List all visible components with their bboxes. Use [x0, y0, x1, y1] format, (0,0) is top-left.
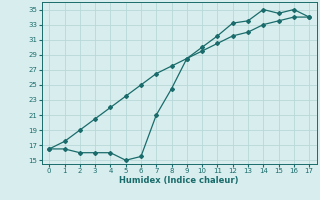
- X-axis label: Humidex (Indice chaleur): Humidex (Indice chaleur): [119, 176, 239, 185]
